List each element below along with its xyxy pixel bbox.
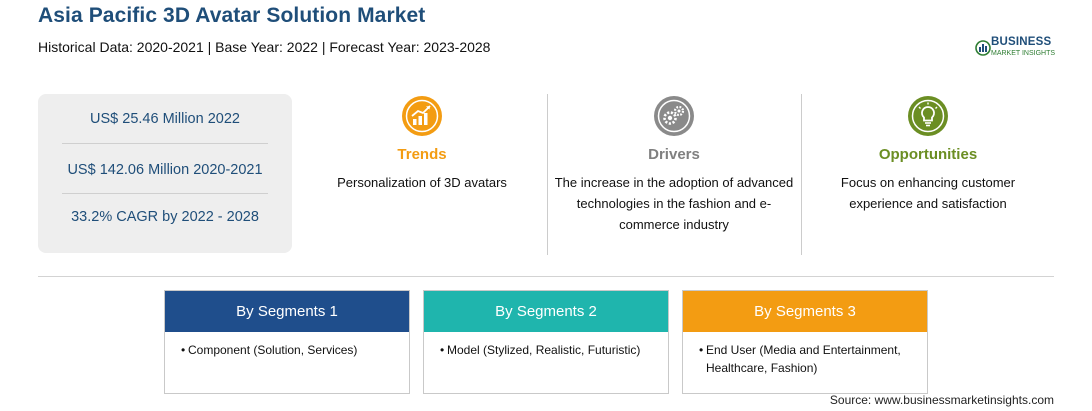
column-divider (547, 94, 548, 255)
segment-1-list: • Component (Solution, Services) (181, 343, 358, 357)
page-title: Asia Pacific 3D Avatar Solution Market (38, 4, 426, 27)
source-link[interactable]: Source: www.businessmarketinsights.com (829, 393, 1054, 407)
segment-3-item: End User (Media and Entertainment, Healt… (706, 343, 901, 375)
segment-card-1: By Segments 1 • Component (Solution, Serv… (164, 290, 410, 394)
segment-2-item: Model (Stylized, Realistic, Futuristic) (447, 343, 641, 357)
market-stats-panel: US$ 25.46 Million 2022 US$ 142.06 Millio… (38, 94, 292, 253)
section-divider (38, 276, 1054, 277)
logo-tagline: MARKET INSIGHTS (991, 50, 1056, 57)
trends-heading: Trends (397, 146, 447, 163)
market-value-historical: US$ 142.06 Million 2020-2021 (67, 162, 263, 178)
column-divider (801, 94, 802, 255)
stat-divider (62, 143, 268, 144)
drivers-heading: Drivers (648, 146, 700, 163)
segment-3-list: • End User (Media and Entertainment, Heal… (683, 332, 927, 377)
segment-card-3: By Segments 3 • End User (Media and Enter… (682, 290, 928, 394)
logo-name: BUSINESS (991, 36, 1052, 48)
drivers-text: The increase in the adoption of advanced… (554, 175, 794, 232)
opportunities-section: Opportunities Focus on enhancing custome… (818, 94, 1038, 214)
company-logo[interactable]: BUSINESS MARKET INSIGHTS (975, 36, 1057, 62)
trend-chart-icon (400, 94, 444, 138)
logo-globe-icon (975, 40, 991, 56)
trends-section: Trends Personalization of 3D avatars (312, 94, 532, 193)
segment-2-heading: By Segments 2 (424, 291, 668, 332)
segment-1-item: Component (Solution, Services) (188, 343, 358, 357)
segment-3-heading: By Segments 3 (683, 291, 927, 332)
lightbulb-icon (906, 94, 950, 138)
stat-divider (62, 193, 268, 194)
segment-card-2: By Segments 2 • Model (Stylized, Realisti… (423, 290, 669, 394)
segment-1-heading: By Segments 1 (165, 291, 409, 332)
drivers-section: Drivers The increase in the adoption of … (554, 94, 794, 235)
market-value-2022: US$ 25.46 Million 2022 (90, 111, 240, 127)
market-cagr: 33.2% CAGR by 2022 - 2028 (71, 209, 259, 225)
gears-icon (652, 94, 696, 138)
trends-text: Personalization of 3D avatars (337, 175, 507, 190)
opportunities-text: Focus on enhancing customer experience a… (840, 175, 1016, 211)
opportunities-heading: Opportunities (878, 146, 978, 163)
segment-2-list: • Model (Stylized, Realistic, Futuristic) (440, 343, 641, 357)
page-subtitle: Historical Data: 2020-2021 | Base Year: … (38, 39, 491, 55)
